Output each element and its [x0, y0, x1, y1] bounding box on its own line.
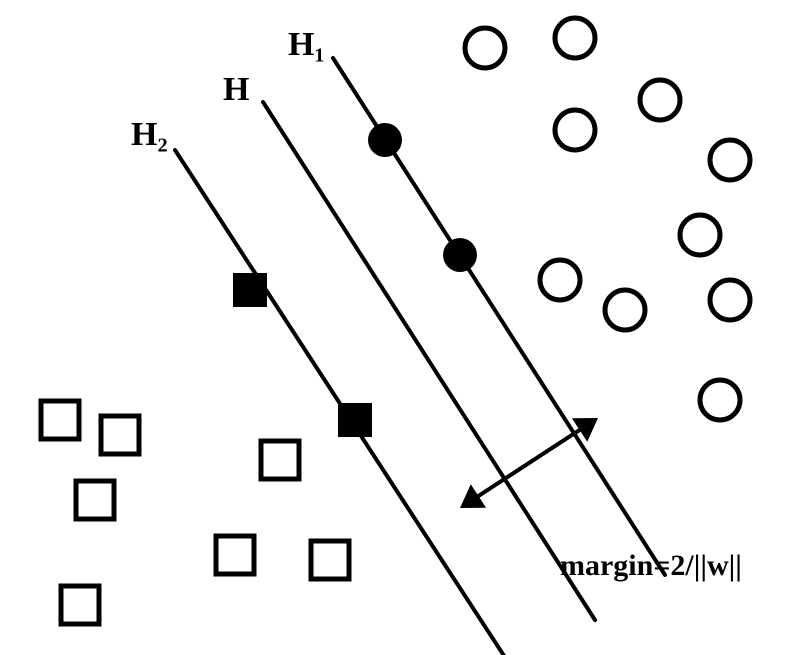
square-point	[261, 441, 299, 479]
support-vector-circle	[443, 238, 477, 272]
support-vector-circle	[368, 123, 402, 157]
circle-point	[465, 28, 505, 68]
class-circles	[465, 18, 750, 420]
label-margin: margin=2/||w||	[560, 549, 742, 582]
circle-point	[710, 140, 750, 180]
support-vector-square	[233, 273, 267, 307]
square-point	[216, 536, 254, 574]
circle-point	[555, 18, 595, 58]
support-vector-squares	[233, 273, 372, 437]
circle-point	[540, 260, 580, 300]
support-vector-square	[338, 403, 372, 437]
circle-point	[700, 380, 740, 420]
circle-point	[640, 80, 680, 120]
circle-point	[710, 280, 750, 320]
label-h2: H₂	[131, 116, 168, 153]
square-point	[311, 541, 349, 579]
square-point	[101, 416, 139, 454]
circle-point	[555, 110, 595, 150]
square-point	[76, 481, 114, 519]
class-squares	[41, 401, 349, 624]
label-h1: H₁	[288, 26, 325, 63]
circle-point	[605, 290, 645, 330]
svm-diagram: H₁ H H₂ margin=2/||w||	[0, 0, 810, 655]
label-h: H	[223, 71, 249, 108]
margin-arrow	[460, 418, 598, 508]
square-point	[61, 586, 99, 624]
square-point	[41, 401, 79, 439]
circle-point	[680, 215, 720, 255]
